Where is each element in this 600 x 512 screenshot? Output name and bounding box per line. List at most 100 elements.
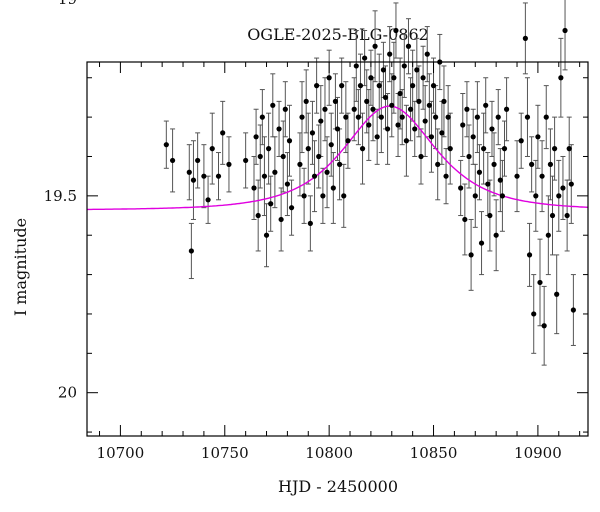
x-tick-label: 10750 [201, 444, 249, 462]
data-point [378, 114, 384, 120]
data-point [464, 106, 470, 112]
data-point [552, 146, 558, 152]
data-point [470, 134, 476, 140]
data-point [499, 193, 506, 199]
data-point [326, 75, 332, 81]
data-point [570, 307, 576, 313]
data-point [368, 75, 374, 81]
data-point [334, 126, 341, 132]
data-point [478, 240, 485, 246]
data-point [428, 134, 435, 140]
data-point [345, 138, 351, 144]
data-point [466, 153, 472, 160]
tick-labels: 10700 10750 10800 10850 10900 19 19.5 20 [44, 0, 562, 462]
data-point [549, 212, 556, 219]
data-point [543, 114, 549, 120]
data-point [387, 51, 393, 57]
data-point [355, 114, 361, 120]
data-point [263, 232, 270, 238]
data-point [362, 55, 368, 61]
data-point [395, 122, 401, 128]
data-point [351, 106, 357, 112]
data-point [322, 106, 328, 112]
data-point [359, 146, 366, 152]
y-axis-title: I magnitude [11, 218, 30, 316]
data-point [524, 114, 531, 120]
data-point [226, 161, 232, 167]
plot-border [86, 61, 589, 437]
data-point [493, 232, 499, 238]
data-point [328, 142, 334, 148]
data-point [420, 75, 426, 81]
data-point [389, 102, 395, 108]
data-point [439, 130, 445, 136]
data-point [560, 185, 566, 191]
x-tick-label: 10700 [97, 444, 145, 462]
data-point [460, 122, 466, 128]
data-point [339, 83, 345, 89]
data-point [414, 67, 420, 73]
data-point [311, 173, 318, 179]
data-point [284, 181, 290, 187]
data-point [307, 220, 313, 227]
data-point [372, 43, 378, 49]
data-point [483, 102, 489, 108]
data-point [297, 161, 303, 167]
data-point [545, 232, 551, 238]
data-point [209, 146, 215, 152]
data-point [405, 43, 412, 49]
data-point [407, 106, 414, 112]
data-point [278, 216, 284, 223]
data-point [487, 212, 493, 219]
data-point [201, 173, 207, 179]
data-point [501, 146, 508, 152]
data-point [495, 114, 501, 120]
data-point-layer [163, 27, 576, 329]
data-point [468, 252, 474, 258]
data-point [541, 323, 547, 329]
plot-frame [86, 61, 589, 437]
data-point [568, 181, 574, 187]
data-point [276, 126, 282, 132]
data-point [526, 252, 533, 258]
data-point [554, 291, 560, 297]
x-tick-label: 10900 [514, 444, 562, 462]
data-point [336, 161, 343, 167]
data-point [380, 67, 387, 73]
data-point [255, 212, 261, 219]
data-point [412, 126, 418, 132]
data-point [253, 134, 259, 140]
data-point [503, 106, 510, 112]
x-tick-label: 10800 [305, 444, 353, 462]
data-point [324, 169, 330, 175]
data-point [518, 138, 524, 144]
data-point [370, 106, 376, 112]
data-point [399, 114, 405, 120]
x-axis-title: HJD - 2450000 [278, 477, 398, 496]
data-point [556, 193, 562, 199]
y-tick-label: 19.5 [44, 187, 77, 205]
data-point [301, 193, 307, 199]
data-point [205, 197, 211, 203]
data-point [435, 161, 441, 167]
data-point [458, 185, 464, 191]
data-point [397, 90, 403, 97]
data-point [401, 63, 407, 69]
data-point [188, 248, 194, 254]
data-point [426, 102, 432, 108]
data-point [316, 153, 322, 160]
data-point [476, 169, 483, 175]
data-point [366, 122, 372, 128]
data-point [566, 146, 572, 152]
data-point [474, 114, 480, 120]
data-point [341, 193, 347, 199]
data-point [272, 169, 278, 175]
data-point [422, 118, 428, 124]
data-point [257, 153, 263, 160]
data-point [403, 138, 409, 144]
data-point [418, 153, 424, 160]
data-point [364, 98, 370, 104]
data-point [343, 114, 349, 120]
data-point [430, 83, 437, 89]
data-point [314, 83, 320, 89]
